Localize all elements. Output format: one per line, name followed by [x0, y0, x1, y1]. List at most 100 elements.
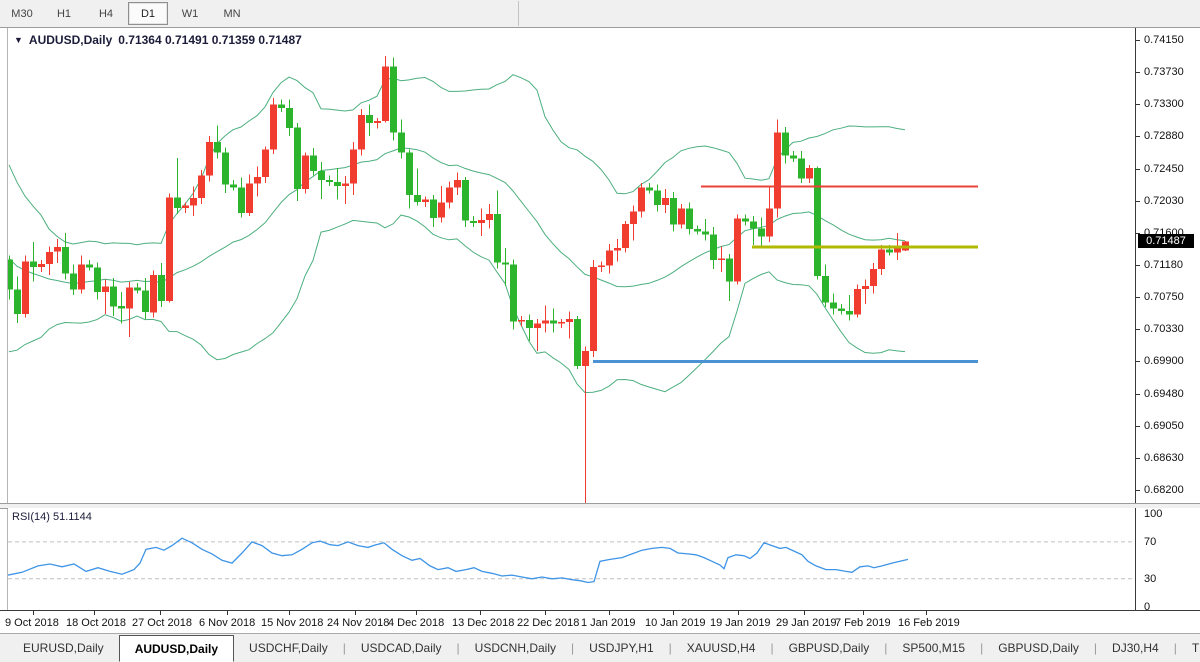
rsi-scale-label: 30: [1144, 572, 1157, 585]
candle-up: [558, 319, 565, 329]
candle-body: [750, 221, 757, 229]
candle-down: [142, 278, 149, 320]
candle-body: [798, 158, 805, 179]
price-scale[interactable]: 0.71487 0.74150 0.73730 0.73300 0.72880 0.72…: [1136, 28, 1200, 503]
tab-usdcad-daily[interactable]: USDCAD,Daily: [360, 641, 442, 655]
timeframe-button-h4[interactable]: H4: [98, 7, 114, 20]
tab-tech100-h1[interactable]: TECH100,H1: [1191, 641, 1200, 655]
price-axis-label: 0.69900: [1144, 355, 1184, 368]
candle-down: [318, 161, 325, 199]
timeframe-button-h1[interactable]: H1: [56, 7, 72, 20]
time-axis-tick: [355, 611, 356, 615]
candle-body: [102, 286, 109, 292]
price-axis-label: 0.70330: [1144, 323, 1184, 336]
candle-up: [638, 182, 645, 218]
rsi-indicator-canvas[interactable]: [8, 508, 1136, 610]
candle-body: [342, 183, 349, 186]
rsi-scale-label: 100: [1144, 508, 1163, 521]
candle-body: [894, 248, 901, 253]
tab-sp500-m15[interactable]: SP500,M15: [902, 641, 966, 655]
tab-gbpusd-daily[interactable]: GBPUSD,Daily: [788, 641, 870, 655]
timeframe-button-mn[interactable]: MN: [223, 7, 241, 20]
price-tick: [1136, 265, 1140, 266]
time-axis-label: 1 Jan 2019: [581, 617, 636, 629]
tab-separator: |: [884, 641, 888, 655]
time-axis[interactable]: 9 Oct 2018 18 Oct 2018 27 Oct 2018 6 Nov 20…: [0, 610, 1200, 634]
candle-down: [798, 151, 805, 183]
candle-down: [502, 248, 509, 286]
candle-up: [358, 108, 365, 156]
time-axis-label: 29 Jan 2019: [776, 617, 837, 629]
candle-up: [102, 279, 109, 314]
tab-usdchf-daily[interactable]: USDCHF,Daily: [249, 641, 328, 655]
candle-down: [510, 259, 517, 330]
tab-eurusd-daily[interactable]: EURUSD,Daily: [23, 641, 104, 655]
price-tick: [1136, 490, 1140, 491]
candle-up: [166, 193, 173, 303]
candle-up: [270, 98, 277, 155]
price-tick: [1136, 361, 1140, 363]
candle-down: [822, 264, 829, 307]
candle-up: [246, 174, 253, 217]
candle-up: [718, 246, 725, 273]
tab-usdcnh-daily[interactable]: USDCNH,Daily: [474, 641, 557, 655]
candle-down: [526, 314, 533, 341]
candle-down: [646, 182, 653, 194]
candle-body: [254, 176, 261, 184]
candle-body: [158, 275, 165, 301]
rsi-scale[interactable]: 100 70 30 0: [1136, 508, 1200, 613]
candle-up: [478, 208, 485, 236]
candle-down: [86, 260, 93, 271]
candle-body: [294, 127, 301, 189]
time-axis-tick: [94, 611, 95, 615]
candle-body: [542, 320, 549, 324]
timeframe-button-w1[interactable]: W1: [181, 7, 199, 20]
candle-body: [734, 218, 741, 282]
time-axis-tick: [545, 611, 546, 615]
candle-up: [78, 255, 85, 294]
candle-body: [414, 195, 421, 202]
candle-body: [702, 231, 709, 235]
candle-body: [854, 288, 861, 315]
candle-up: [614, 238, 621, 262]
candle-body: [774, 132, 781, 209]
candle-up: [870, 263, 877, 294]
rsi-chart: [8, 537, 1135, 584]
time-axis-label: 19 Jan 2019: [710, 617, 771, 629]
time-axis-tick: [926, 611, 927, 615]
candle-body: [182, 205, 189, 208]
price-tick: [1136, 200, 1140, 202]
candle-body: [358, 114, 365, 150]
candle-up: [342, 176, 349, 205]
tab-audusd-daily[interactable]: AUDUSD,Daily: [118, 635, 235, 662]
tab-dj30-h4[interactable]: DJ30,H4: [1112, 641, 1159, 655]
tab-separator: |: [456, 641, 460, 655]
candle-up: [662, 189, 669, 214]
price-chart-canvas[interactable]: [8, 28, 1136, 503]
timeframe-button-d1[interactable]: D1: [128, 2, 168, 25]
candle-body: [70, 273, 77, 290]
candle-body: [718, 258, 725, 261]
time-axis-label: 15 Nov 2018: [261, 617, 324, 629]
candle-body: [150, 275, 157, 313]
tab-gbpusd-daily[interactable]: GBPUSD,Daily: [998, 641, 1079, 655]
candle-body: [694, 229, 701, 232]
candle-body: [678, 208, 685, 225]
candle-up: [374, 117, 381, 129]
candle-down: [686, 202, 693, 235]
toolbar-separator: [518, 1, 519, 26]
candle-body: [646, 187, 653, 191]
candle-down: [726, 254, 733, 301]
tab-usdjpy-h1[interactable]: USDJPY,H1: [589, 641, 654, 655]
candle-up: [206, 136, 213, 182]
price-axis-label: 0.69480: [1144, 387, 1184, 400]
candle-up: [542, 305, 549, 333]
candle-down: [118, 291, 125, 324]
candle-down: [110, 278, 117, 317]
candle-up: [46, 246, 53, 276]
candle-body: [470, 220, 477, 224]
tab-xauusd-h4[interactable]: XAUUSD,H4: [686, 641, 756, 655]
timeframe-button-m30[interactable]: M30: [11, 7, 33, 20]
chart-symbol-label: AUDUSD,Daily: [28, 33, 113, 47]
expand-arrow-icon[interactable]: ▼: [14, 35, 23, 45]
